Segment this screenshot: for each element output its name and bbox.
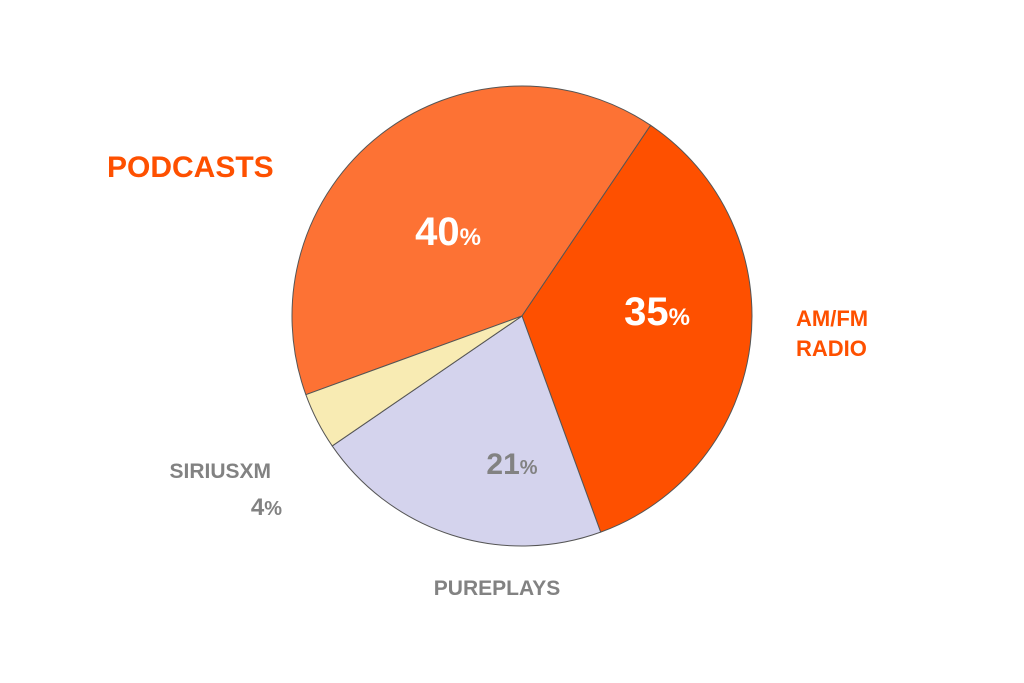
pie-slices: [291, 85, 753, 547]
category-label-am-fm: AM/FM: [796, 306, 868, 331]
data-label-siriusxm: 4%: [251, 494, 282, 521]
data-label-pureplays: 21%: [486, 448, 537, 481]
category-label-podcasts: PODCASTS: [107, 151, 274, 184]
data-label-am-fm-radio: 35%: [624, 290, 690, 334]
category-label-siriusxm: SIRIUSXM: [169, 460, 271, 483]
pie-slice-pureplays: [331, 315, 602, 547]
pie-slice-am-fm-radio: [521, 124, 753, 533]
category-label-radio: RADIO: [796, 336, 867, 361]
pie-labels: 40% 35% 21% PODCASTS AM/FM RADIO PUREPLAYS SIRI…: [107, 151, 868, 600]
pie-slice-siriusxm: [305, 315, 523, 447]
category-label-pureplays: PUREPLAYS: [434, 577, 560, 600]
data-label-podcasts: 40%: [415, 210, 481, 254]
pie-slice-podcasts: [291, 85, 652, 396]
